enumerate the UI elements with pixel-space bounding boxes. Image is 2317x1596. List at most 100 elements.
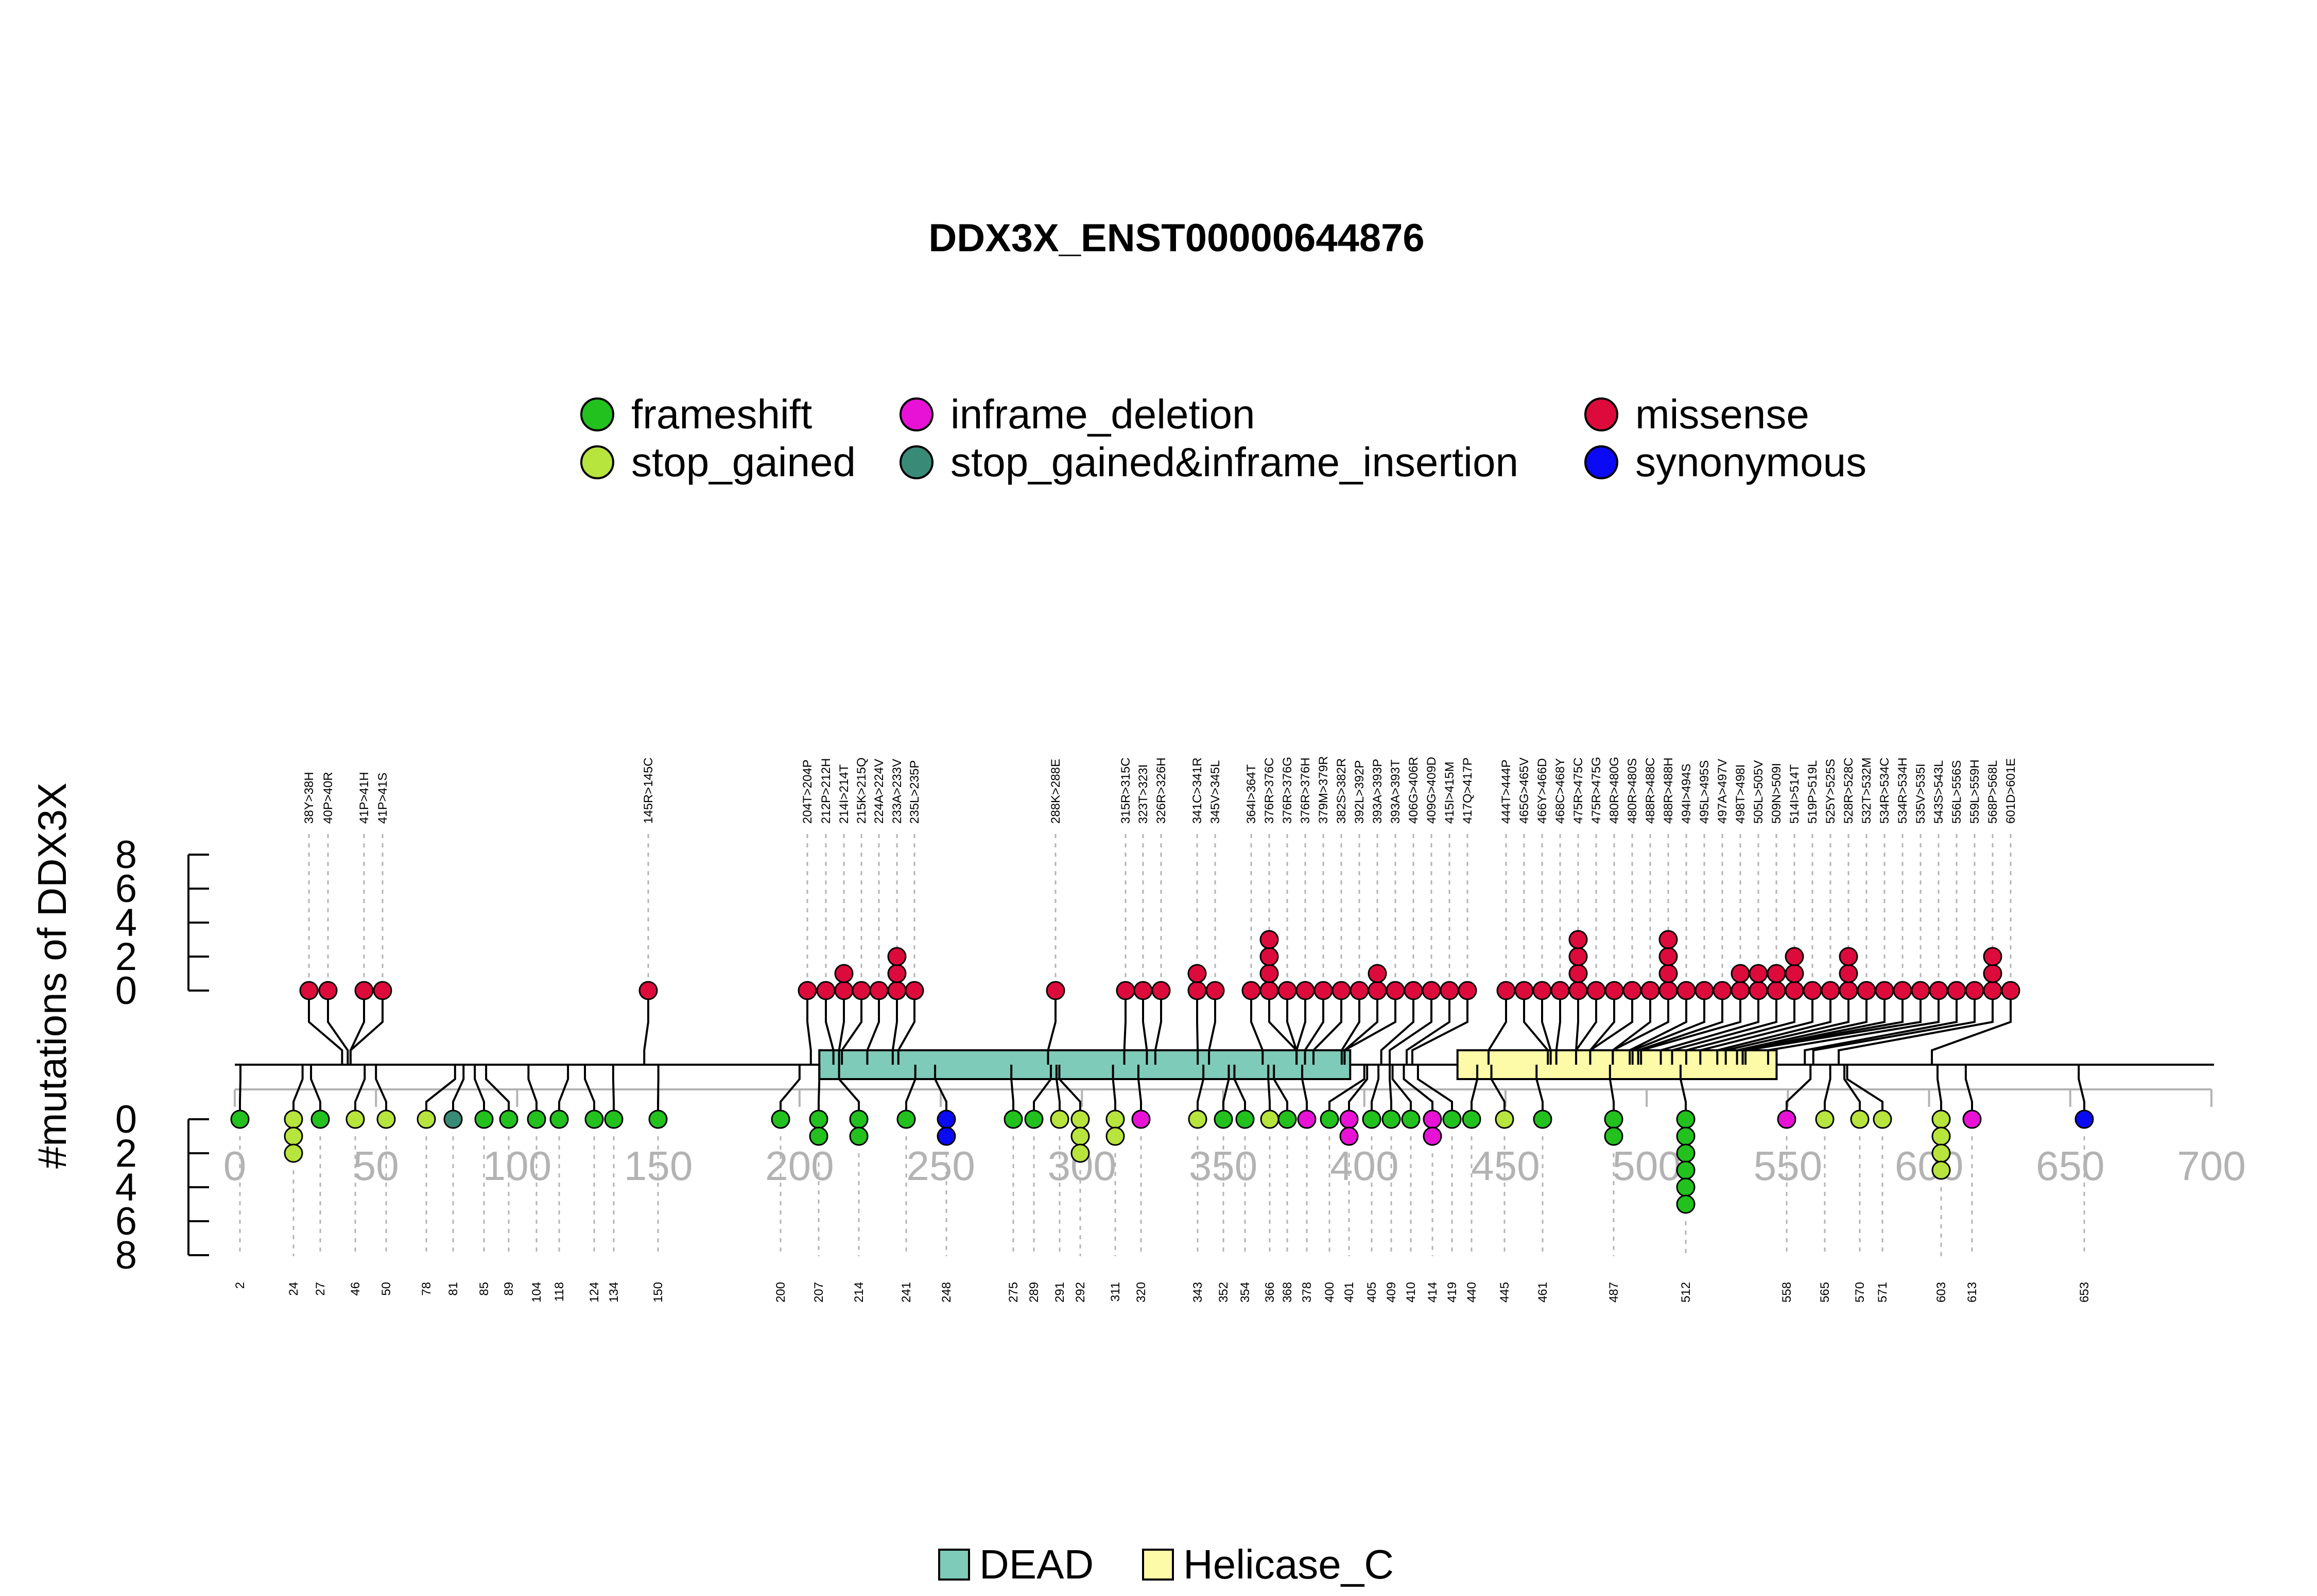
- lower-label: 289: [1027, 1282, 1041, 1303]
- upper-label: 480R>480S: [1626, 758, 1639, 824]
- upper-label: 534R>534C: [1878, 757, 1892, 824]
- upper-stem-379M>379R: [1304, 995, 1324, 1065]
- upper-point-509N>509I: [1767, 964, 1786, 983]
- y-axis-label: #mutations of DDX3X: [29, 783, 75, 1169]
- upper-point-509N>509I: [1767, 981, 1786, 1000]
- lower-label: 214: [852, 1282, 866, 1303]
- lower-stem-400: [1328, 1065, 1365, 1115]
- lower-point-570: [1850, 1109, 1870, 1129]
- lower-point-24: [284, 1143, 303, 1163]
- lower-point-487: [1604, 1109, 1623, 1129]
- upper-label: 465G>465V: [1517, 757, 1531, 824]
- lower-point-512: [1676, 1160, 1696, 1180]
- upper-label: 468C>468Y: [1553, 758, 1567, 824]
- lower-point-565: [1815, 1109, 1835, 1129]
- upper-stem-345V>345L: [1208, 995, 1216, 1065]
- upper-stem-468C>468Y: [1555, 995, 1561, 1065]
- lower-point-512: [1676, 1177, 1696, 1197]
- upper-point-393A>393P: [1368, 981, 1387, 1000]
- upper-label: 417Q>417P: [1461, 757, 1475, 824]
- lower-label: 275: [1007, 1282, 1021, 1303]
- legend-label-stop_gained: stop_gained: [631, 439, 856, 485]
- upper-stem-409G>409D: [1389, 995, 1432, 1065]
- upper-point-488R>488H: [1658, 947, 1678, 966]
- upper-label: 215K>215Q: [855, 757, 869, 824]
- lower-label: 570: [1853, 1282, 1867, 1303]
- lower-point-248: [937, 1109, 956, 1129]
- upper-point-214I>214T: [834, 964, 854, 983]
- upper-stem-315R>315C: [1123, 995, 1127, 1065]
- x-tick-label: 250: [906, 1143, 975, 1189]
- upper-point-514I>514T: [1785, 981, 1804, 1000]
- lower-stem-343: [1197, 1065, 1205, 1115]
- upper-point-505L>505V: [1749, 964, 1768, 983]
- lower-label: 78: [420, 1282, 434, 1296]
- lower-stem-320: [1137, 1065, 1142, 1115]
- lower-point-603: [1931, 1109, 1951, 1129]
- lower-point-405: [1362, 1109, 1381, 1129]
- upper-point-341C>341R: [1187, 964, 1207, 983]
- lower-stem-118: [558, 1065, 569, 1115]
- lower-label: 461: [1536, 1282, 1550, 1303]
- lower-point-200: [771, 1109, 790, 1129]
- upper-stem-41P>41S: [349, 995, 384, 1065]
- upper-stem-535V>535I: [1744, 995, 1922, 1065]
- upper-stem-466Y>466D: [1541, 995, 1552, 1065]
- upper-label: 494I>494S: [1680, 764, 1693, 824]
- upper-label: 393A>393P: [1371, 759, 1385, 824]
- upper-point-417Q>417P: [1458, 981, 1477, 1000]
- upper-label: 488R>488C: [1644, 757, 1657, 824]
- lower-label: 104: [530, 1282, 544, 1303]
- upper-point-392L>392P: [1350, 981, 1369, 1000]
- lower-label: 311: [1109, 1282, 1122, 1302]
- legend-label-inframe_deletion: inframe_deletion: [950, 391, 1255, 437]
- legend-swatch-synonymous: [1584, 445, 1618, 479]
- upper-point-534R>534H: [1893, 981, 1912, 1000]
- upper-stem-559L>559H: [1812, 995, 1976, 1065]
- lower-point-445: [1495, 1109, 1514, 1129]
- x-tick-label: 450: [1471, 1143, 1540, 1189]
- lower-stem-89: [485, 1065, 510, 1115]
- upper-point-488R>488C: [1640, 981, 1660, 1000]
- upper-point-204T>204P: [798, 981, 817, 1000]
- lower-point-46: [345, 1109, 365, 1129]
- lower-label: 200: [774, 1282, 788, 1303]
- upper-point-488R>488H: [1658, 930, 1678, 949]
- upper-point-315R>315C: [1116, 981, 1135, 1000]
- lower-y-tick-label: 6: [115, 1200, 137, 1243]
- legend-swatch-inframe_deletion: [900, 397, 933, 431]
- upper-y-tick-label: 8: [115, 833, 137, 877]
- upper-stem-465G>465V: [1523, 995, 1549, 1065]
- lower-point-352: [1214, 1109, 1233, 1129]
- upper-label: 488R>488H: [1662, 757, 1675, 824]
- lower-point-134: [604, 1109, 624, 1129]
- lower-lollipops: [230, 1065, 2094, 1214]
- lower-point-275: [1004, 1109, 1023, 1129]
- legend-swatch-frameshift: [580, 397, 614, 431]
- upper-point-341C>341R: [1187, 981, 1207, 1000]
- upper-point-41P>41S: [373, 981, 392, 1000]
- upper-label: 341C>341R: [1190, 757, 1204, 824]
- upper-stem-224A>224V: [866, 995, 880, 1065]
- upper-point-543S>543L: [1929, 981, 1948, 1000]
- lower-label: 2: [233, 1282, 247, 1289]
- upper-stem-528R>528C: [1724, 995, 1849, 1065]
- upper-point-376R>376C: [1259, 947, 1279, 966]
- upper-stem-480R>480S: [1589, 995, 1633, 1065]
- lower-point-487: [1604, 1126, 1623, 1146]
- lower-label: 320: [1134, 1282, 1148, 1303]
- lower-point-292: [1070, 1143, 1090, 1163]
- lower-stem-352: [1222, 1065, 1230, 1115]
- upper-label: 204T>204P: [801, 759, 815, 824]
- lower-point-354: [1235, 1109, 1255, 1129]
- lower-stem-487: [1609, 1065, 1615, 1115]
- upper-stem-568P>568L: [1838, 995, 1994, 1065]
- lower-stem-124: [584, 1065, 595, 1115]
- upper-stem-534R>534H: [1741, 995, 1904, 1065]
- upper-label: 214I>214T: [837, 764, 851, 824]
- x-tick-label: 650: [2036, 1143, 2104, 1189]
- lower-stem-613: [1964, 1065, 1973, 1115]
- lower-point-512: [1676, 1126, 1696, 1146]
- upper-point-379M>379R: [1313, 981, 1333, 1000]
